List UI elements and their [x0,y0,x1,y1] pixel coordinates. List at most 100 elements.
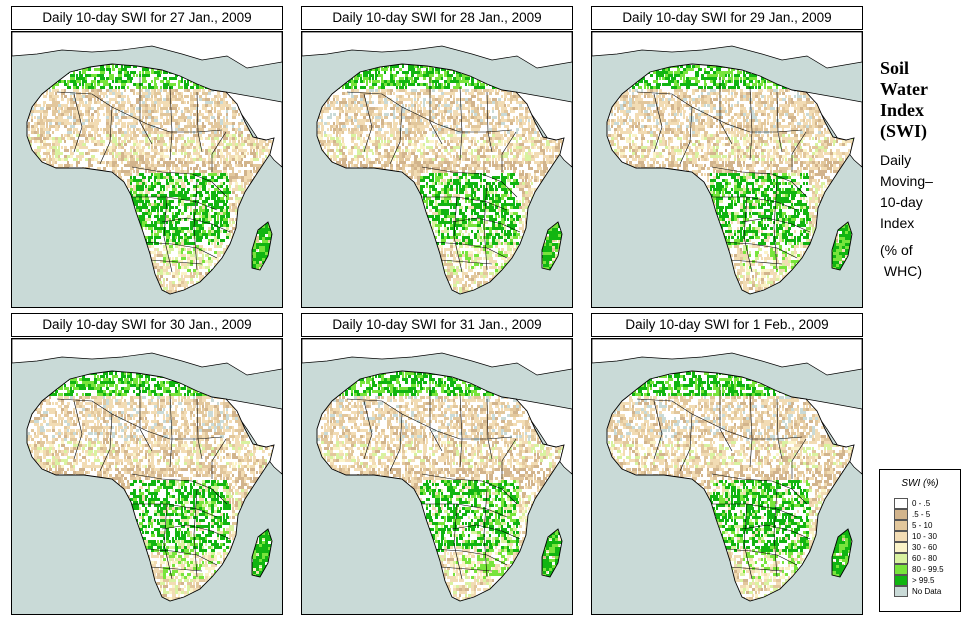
country-border [211,438,227,479]
country-border [149,566,203,572]
country-border [139,384,153,452]
desc-line: Index [880,213,933,234]
country-border [141,548,218,566]
country-border [741,524,811,540]
country-border [429,384,443,452]
country-border [429,77,443,145]
country-border [741,217,811,233]
country-border [99,413,113,472]
legend-swatch [894,498,908,509]
africa-coastline [606,370,855,602]
swi-panel-2: Daily 10-day SWI for 28 Jan., 2009 [301,6,573,308]
country-border [453,503,463,580]
legend-item: No Data [894,586,954,597]
country-border [719,384,733,452]
country-border [56,398,223,440]
africa-map [11,338,283,615]
europe-landmass [592,339,862,376]
country-border [131,166,228,198]
country-border [346,398,513,440]
legend-swatch [894,575,908,586]
swi-panel-4: Daily 10-day SWI for 30 Jan., 2009 [11,313,283,615]
country-border [161,524,231,540]
country-border [501,438,517,479]
panel-title: Daily 10-day SWI for 29 Jan., 2009 [591,6,863,30]
country-border [73,400,83,460]
country-border [773,488,778,578]
country-border [711,166,808,198]
country-border [679,413,693,472]
legend-item: 5 - 10 [894,520,954,531]
africa-coastline [316,370,565,602]
country-border [776,398,783,460]
legend-swatch [894,509,908,520]
country-border [711,473,808,505]
legend-label: > 99.5 [912,575,934,586]
country-border [636,398,803,440]
country-border [141,241,218,259]
country-border [163,196,173,273]
country-border [776,91,783,153]
country-border [193,181,198,271]
africa-coastline [26,370,275,602]
country-border [791,131,807,172]
title-line: Water [880,79,928,100]
legend-item: 30 - 60 [894,542,954,553]
country-border [161,217,231,233]
country-border [431,548,508,566]
index-title: Soil Water Index (SWI) [880,58,928,142]
legend-label: 0 - .5 [912,498,930,509]
country-border [132,503,218,518]
country-border [346,91,513,133]
country-border [169,86,173,161]
unit-line: WHC) [880,261,922,282]
panel-title: Daily 10-day SWI for 30 Jan., 2009 [11,313,283,337]
madagascar-coastline [541,221,563,271]
country-border [501,131,517,172]
madagascar-coastline [251,221,273,271]
country-border [451,524,521,540]
legend-item: > 99.5 [894,575,954,586]
country-border [422,196,508,211]
africa-map [591,338,863,615]
madagascar-coastline [831,528,853,578]
country-border [749,393,753,468]
country-border [743,503,753,580]
country-border [483,181,488,271]
madagascar-coastline [541,528,563,578]
legend-item: .5 - 5 [894,509,954,520]
country-border [459,393,463,468]
country-border [483,488,488,578]
country-border [196,91,203,153]
country-border [439,566,493,572]
title-line: (SWI) [880,121,928,142]
country-border [636,91,803,133]
country-border [791,438,807,479]
legend-swatch [894,531,908,542]
legend-label: 80 - 99.5 [912,564,944,575]
madagascar-coastline [251,528,273,578]
legend-swatch [894,542,908,553]
country-border [422,503,508,518]
africa-coastline [606,63,855,295]
country-border [439,259,493,265]
legend-item: 0 - .5 [894,498,954,509]
country-border [712,196,798,211]
country-border [132,196,218,211]
swi-panel-5: Daily 10-day SWI for 31 Jan., 2009 [301,313,573,615]
legend-title: SWI (%) [880,478,960,489]
legend-label: 10 - 30 [912,531,937,542]
legend-swatch [894,520,908,531]
swi-panel-6: Daily 10-day SWI for 1 Feb., 2009 [591,313,863,615]
index-unit: (% of WHC) [880,240,922,282]
panel-title: Daily 10-day SWI for 28 Jan., 2009 [301,6,573,30]
country-border [459,86,463,161]
africa-map [301,338,573,615]
country-border [431,241,508,259]
country-border [131,473,228,505]
country-border [721,548,798,566]
africa-map [11,31,283,308]
country-border [679,106,693,165]
europe-landmass [12,339,282,376]
unit-line: (% of [880,240,922,261]
